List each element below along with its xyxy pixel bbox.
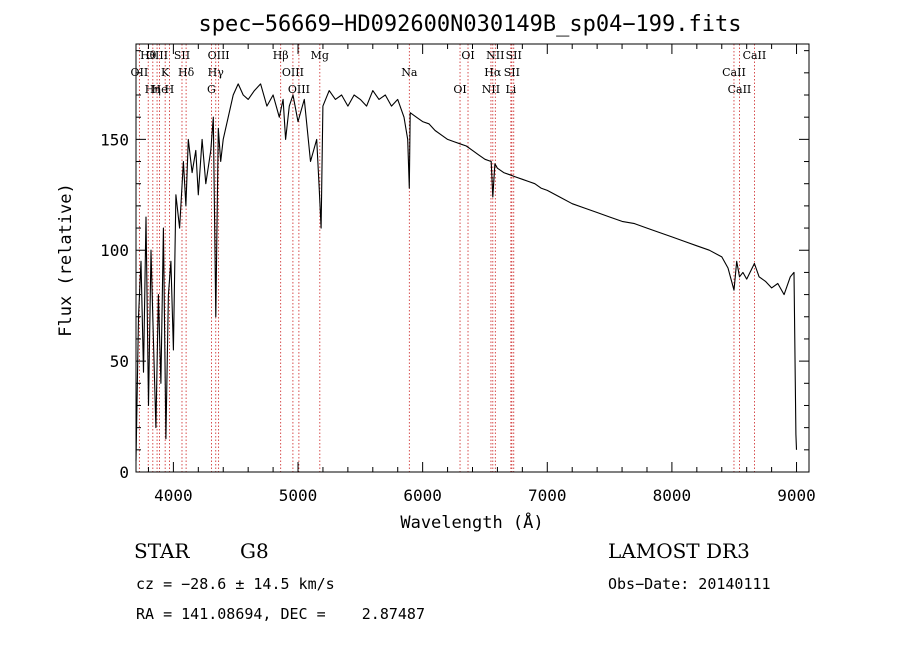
y-tick-label: 100 [100, 241, 129, 260]
x-axis-label: Wavelength (Å) [400, 511, 543, 533]
line-label: He [152, 83, 168, 96]
y-tick-label: 50 [110, 352, 129, 371]
object-class: STAR [134, 539, 190, 563]
line-label: OIII [282, 66, 304, 79]
line-label: Hγ [208, 66, 225, 79]
subclass: G8 [240, 539, 269, 563]
line-label: SII [504, 66, 520, 79]
line-label: Hβ [273, 49, 289, 62]
line-label: OI [461, 49, 474, 62]
line-label: H [165, 83, 175, 96]
x-axis-ticks: 4000 5000 6000 7000 8000 9000 [147, 44, 816, 505]
line-label: Hα [484, 66, 502, 79]
line-label: NII [482, 83, 500, 96]
x-tick-label: 9000 [777, 486, 816, 505]
line-label: Mg [311, 49, 329, 62]
line-label: Li [505, 83, 516, 96]
line-label: G [207, 83, 216, 96]
line-label: OIII [146, 49, 168, 62]
line-label: CaII [728, 83, 752, 96]
chart-title: spec−56669−HD092600N030149B_sp04−199.fit… [198, 12, 741, 37]
line-label: Na [401, 66, 418, 79]
line-label: CaII [743, 49, 767, 62]
x-tick-label: 8000 [653, 486, 692, 505]
line-label: CaII [722, 66, 746, 79]
line-label: SII [506, 49, 522, 62]
y-axis-label: Flux (relative) [56, 183, 76, 337]
coordinates: RA = 141.08694, DEC = 2.87487 [136, 605, 425, 623]
line-label: SII [174, 49, 190, 62]
line-label: K [161, 66, 170, 79]
line-label: Hη [145, 83, 161, 96]
line-label: OIII [288, 83, 310, 96]
x-tick-label: 4000 [154, 486, 193, 505]
spectral-line-labels: HθOIIHeOIIIKHηSIIHδHOIIIHγGHβOIIIOIIIMgN… [131, 49, 767, 96]
y-tick-label: 150 [100, 130, 129, 149]
line-label: OI [453, 83, 466, 96]
plot-frame [135, 43, 810, 473]
spectrum-line [135, 83, 798, 461]
x-tick-label: 7000 [528, 486, 567, 505]
obs-date: Obs−Date: 20140111 [608, 575, 771, 593]
line-label: Hδ [178, 66, 195, 79]
line-label: OIII [208, 49, 230, 62]
x-tick-label: 5000 [279, 486, 318, 505]
y-tick-label: 0 [119, 463, 129, 482]
line-label: NII [486, 49, 504, 62]
spectral-line-markers [138, 44, 755, 472]
line-label: Hθ [140, 49, 157, 62]
survey-name: LAMOST DR3 [608, 539, 750, 563]
redshift-value: cz = −28.6 ± 14.5 km/s [136, 575, 335, 593]
y-axis-ticks: 0 50 100 150 [100, 50, 809, 482]
x-tick-label: 6000 [403, 486, 442, 505]
